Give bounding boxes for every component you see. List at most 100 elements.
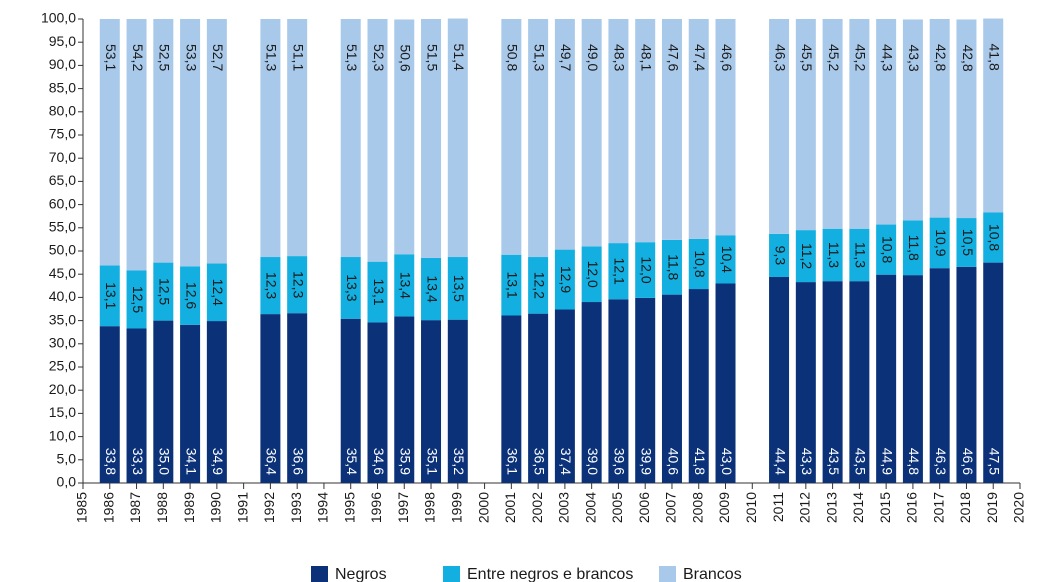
bar-segment bbox=[876, 19, 897, 225]
bar-segment bbox=[956, 19, 977, 219]
bar-segment bbox=[126, 19, 147, 271]
data-label: 53,1 bbox=[103, 44, 119, 71]
data-label: 43,0 bbox=[719, 448, 735, 475]
data-label: 11,2 bbox=[799, 243, 815, 269]
x-tick-label: 2013 bbox=[823, 492, 839, 523]
bar-segment bbox=[956, 218, 977, 267]
x-tick-label: 2017 bbox=[930, 492, 946, 523]
data-label: 49,0 bbox=[585, 44, 601, 71]
data-label: 46,6 bbox=[719, 44, 735, 71]
data-label: 50,8 bbox=[505, 44, 521, 71]
y-tick-label: 10,0 bbox=[49, 427, 76, 443]
data-label: 36,4 bbox=[264, 448, 280, 475]
bar-segment bbox=[688, 19, 709, 239]
bar-segment bbox=[394, 254, 415, 317]
bar-segment bbox=[608, 299, 629, 483]
bar-segment bbox=[447, 18, 468, 258]
data-label: 10,8 bbox=[692, 250, 708, 277]
bar-segment bbox=[126, 328, 147, 483]
data-label: 52,7 bbox=[210, 44, 226, 71]
data-label: 12,4 bbox=[210, 279, 226, 306]
data-label: 41,8 bbox=[987, 44, 1003, 71]
bar-segment bbox=[822, 228, 843, 282]
data-label: 12,2 bbox=[531, 272, 547, 299]
bar-segment bbox=[501, 254, 522, 316]
data-label: 45,2 bbox=[826, 44, 842, 71]
y-tick-label: 25,0 bbox=[49, 358, 76, 374]
bar-segment bbox=[554, 19, 575, 250]
bar-segment bbox=[795, 19, 816, 231]
data-label: 10,5 bbox=[960, 229, 976, 256]
data-label: 9,3 bbox=[772, 246, 788, 266]
data-label: 44,3 bbox=[879, 44, 895, 71]
bar-segment bbox=[983, 18, 1004, 213]
x-tick-label: 2001 bbox=[502, 492, 518, 523]
data-label: 11,3 bbox=[826, 242, 842, 268]
data-label: 53,3 bbox=[183, 44, 199, 71]
x-tick-label: 1990 bbox=[208, 492, 224, 523]
data-label: 36,6 bbox=[290, 448, 306, 475]
bar-segment bbox=[528, 257, 549, 314]
bar-segment bbox=[501, 315, 522, 483]
bar-segment bbox=[795, 282, 816, 483]
x-tick-label: 2010 bbox=[743, 492, 759, 523]
data-label: 36,5 bbox=[531, 448, 547, 475]
y-tick-label: 15,0 bbox=[49, 404, 76, 420]
bar-segment bbox=[715, 283, 736, 483]
bar-segment bbox=[153, 19, 174, 263]
data-label: 39,0 bbox=[585, 448, 601, 475]
x-tick-label: 1988 bbox=[154, 492, 170, 523]
legend-swatch bbox=[311, 566, 328, 582]
data-label: 50,6 bbox=[398, 44, 414, 71]
bar-segment bbox=[421, 320, 442, 483]
data-label: 52,3 bbox=[371, 44, 387, 71]
bar-segment bbox=[99, 326, 120, 483]
x-tick-label: 2019 bbox=[984, 492, 1000, 523]
x-tick-label: 2016 bbox=[904, 492, 920, 523]
bar-segment bbox=[153, 262, 174, 321]
bar-segment bbox=[367, 19, 388, 262]
x-tick-label: 2003 bbox=[556, 492, 572, 523]
data-label: 51,3 bbox=[531, 44, 547, 71]
y-tick-label: 40,0 bbox=[49, 288, 76, 304]
data-label: 49,7 bbox=[558, 44, 574, 71]
bar-segment bbox=[822, 19, 843, 229]
bar-segment bbox=[902, 220, 923, 276]
data-label: 40,6 bbox=[665, 448, 681, 475]
y-tick-label: 60,0 bbox=[49, 195, 76, 211]
data-label: 33,8 bbox=[103, 448, 119, 475]
bar-segment bbox=[608, 243, 629, 300]
y-tick-label: 75,0 bbox=[49, 126, 76, 142]
y-tick-label: 45,0 bbox=[49, 265, 76, 281]
x-tick-label: 2006 bbox=[636, 492, 652, 523]
bar-segment bbox=[206, 321, 227, 483]
bar-segment bbox=[983, 262, 1004, 483]
bar-segment bbox=[715, 235, 736, 284]
bar-segment bbox=[902, 275, 923, 483]
data-label: 44,8 bbox=[906, 448, 922, 475]
y-tick-label: 35,0 bbox=[49, 311, 76, 327]
data-label: 35,4 bbox=[344, 448, 360, 475]
bar-segment bbox=[206, 263, 227, 322]
bar-segment bbox=[554, 249, 575, 310]
data-label: 12,0 bbox=[585, 261, 601, 288]
data-label: 47,5 bbox=[987, 448, 1003, 475]
y-tick-label: 90,0 bbox=[49, 56, 76, 72]
bar-segment bbox=[206, 19, 227, 264]
bar-segment bbox=[528, 19, 549, 258]
bar-segment bbox=[394, 316, 415, 483]
y-tick-label: 80,0 bbox=[49, 103, 76, 119]
data-label: 44,9 bbox=[879, 448, 895, 475]
data-label: 13,5 bbox=[451, 275, 467, 302]
data-label: 47,6 bbox=[665, 44, 681, 71]
bar-segment bbox=[126, 270, 147, 329]
bar-segment bbox=[876, 274, 897, 483]
x-tick-label: 1999 bbox=[449, 492, 465, 523]
bar-segment bbox=[367, 261, 388, 323]
data-label: 34,1 bbox=[183, 448, 199, 475]
data-label: 44,4 bbox=[772, 448, 788, 475]
bar-segment bbox=[849, 228, 870, 282]
x-tick-label: 2014 bbox=[850, 492, 866, 523]
bar-segment bbox=[661, 294, 682, 483]
